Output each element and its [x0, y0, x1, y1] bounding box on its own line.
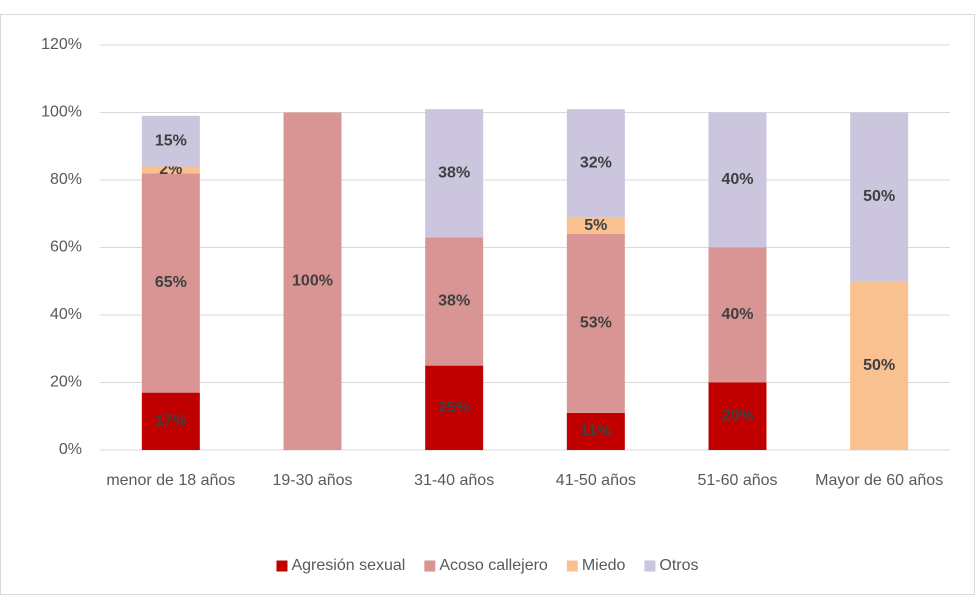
data-label: 38%	[438, 293, 470, 310]
bar-segment	[425, 237, 484, 366]
data-label: 53%	[580, 315, 612, 332]
y-tick-label: 120%	[41, 36, 82, 53]
data-label: 15%	[155, 132, 187, 149]
data-label: 50%	[863, 188, 895, 205]
data-label: 25%	[438, 399, 470, 416]
legend-label: Otros	[659, 557, 698, 574]
x-tick-label: 51-60 años	[697, 472, 778, 489]
legend-label: Acoso callejero	[439, 557, 548, 574]
legend-item: Agresión sexual	[276, 557, 405, 574]
x-tick-label: 19-30 años	[272, 472, 353, 489]
bar-segment	[708, 247, 767, 383]
y-tick-label: 80%	[50, 171, 82, 188]
bar-segment	[141, 173, 200, 393]
legend-swatch	[566, 560, 578, 572]
x-tick-label: menor de 18 años	[106, 472, 236, 489]
bar-segment	[141, 392, 200, 450]
y-tick-label: 100%	[41, 104, 82, 121]
bar-segment	[850, 281, 909, 450]
bar-segment	[425, 109, 484, 238]
legend-swatch	[276, 560, 288, 572]
data-label: 20%	[721, 407, 753, 424]
data-label: 32%	[580, 154, 612, 171]
bar-segment	[283, 112, 342, 450]
x-tick-label: Mayor de 60 años	[815, 472, 944, 489]
bar-segment	[566, 217, 625, 234]
y-tick-label: 20%	[50, 374, 82, 391]
data-label: 40%	[721, 171, 753, 188]
legend-label: Miedo	[582, 557, 626, 574]
bar-segment	[708, 382, 767, 450]
x-tick-label: 31-40 años	[414, 472, 495, 489]
bar-segment	[566, 412, 625, 450]
legend-label: Agresión sexual	[291, 557, 405, 574]
y-tick-label: 60%	[50, 239, 82, 256]
legend-swatch	[424, 560, 436, 572]
bar-segment	[566, 234, 625, 413]
data-label: 17%	[155, 413, 187, 430]
data-label: 50%	[863, 357, 895, 374]
bar-segment	[708, 112, 767, 248]
legend-item: Miedo	[566, 557, 626, 574]
data-label: 38%	[438, 164, 470, 181]
bar-segment	[566, 109, 625, 218]
x-tick-label: 41-50 años	[555, 472, 636, 489]
data-label: 11%	[580, 423, 611, 440]
data-label: 65%	[155, 274, 187, 291]
data-label: 40%	[721, 306, 753, 323]
legend-swatch	[644, 560, 656, 572]
bar-segment	[425, 365, 484, 450]
bar-segment	[850, 112, 909, 282]
y-tick-label: 0%	[59, 441, 82, 458]
data-label: 5%	[584, 217, 607, 234]
legend-item: Otros	[644, 557, 699, 574]
y-tick-label: 40%	[50, 306, 82, 323]
bar-segment	[141, 115, 200, 167]
data-label: 100%	[292, 272, 333, 289]
legend-item: Acoso callejero	[424, 557, 548, 574]
bar-segment	[141, 166, 200, 174]
